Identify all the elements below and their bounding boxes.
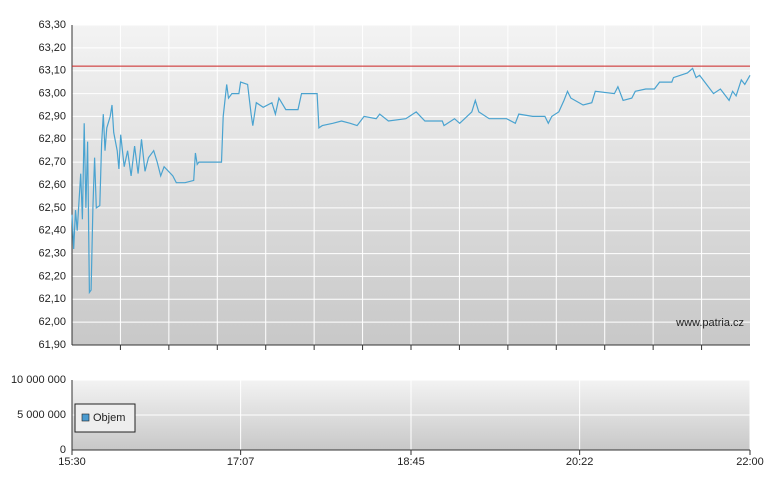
y-tick-label: 62,00 bbox=[38, 316, 66, 328]
annotation: www.patria.cz bbox=[675, 317, 744, 329]
y-tick-label: 10 000 000 bbox=[11, 374, 66, 386]
y-tick-label: 62,80 bbox=[38, 133, 66, 145]
price-line bbox=[71, 67, 751, 295]
x-tick-label: 17:07 bbox=[227, 456, 255, 468]
y-tick-label: 63,20 bbox=[38, 42, 66, 54]
y-tick-label: 63,30 bbox=[38, 19, 66, 31]
y-tick-label: 61,90 bbox=[38, 339, 66, 351]
x-tick-label: 22:00 bbox=[736, 456, 764, 468]
y-tick-label: 62,10 bbox=[38, 293, 66, 305]
y-tick-label: 62,50 bbox=[38, 202, 66, 214]
y-tick-label: 62,60 bbox=[38, 179, 66, 191]
y-tick-label: 62,40 bbox=[38, 225, 66, 237]
y-tick-label: 62,90 bbox=[38, 110, 66, 122]
y-tick-label: 0 bbox=[60, 444, 66, 456]
y-tick-label: 62,20 bbox=[38, 270, 66, 282]
legend-label: Objem bbox=[93, 412, 125, 424]
x-tick-label: 20:22 bbox=[566, 456, 594, 468]
y-tick-label: 62,70 bbox=[38, 156, 66, 168]
y-tick-label: 63,00 bbox=[38, 87, 66, 99]
x-tick-label: 18:45 bbox=[397, 456, 425, 468]
x-tick-label: 15:30 bbox=[58, 456, 86, 468]
y-tick-label: 62,30 bbox=[38, 247, 66, 259]
legend-swatch bbox=[81, 413, 90, 422]
y-tick-label: 63,10 bbox=[38, 65, 66, 77]
y-tick-label: 5 000 000 bbox=[17, 409, 66, 421]
